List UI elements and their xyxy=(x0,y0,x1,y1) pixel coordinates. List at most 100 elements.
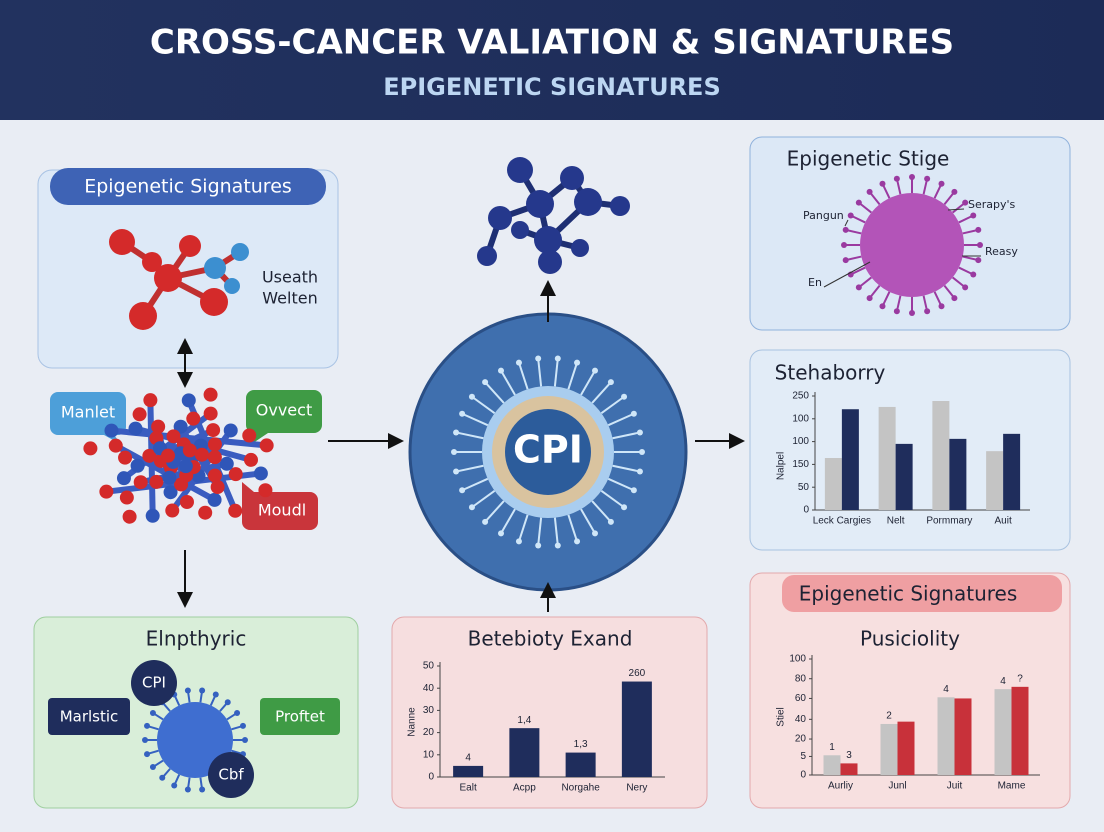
y-tick-label: 100 xyxy=(792,413,809,424)
bar xyxy=(932,401,950,510)
molecule-atom xyxy=(538,250,562,274)
page-title: CROSS-CANCER VALIATION & SIGNATURES xyxy=(150,23,954,63)
virus-tip xyxy=(149,764,156,771)
virus-tip xyxy=(144,751,151,758)
molecule-atom xyxy=(119,490,134,505)
virus-tip xyxy=(515,538,522,545)
molecule-atom xyxy=(129,302,157,330)
virus-tip xyxy=(592,530,598,537)
virus-tip xyxy=(970,212,977,219)
virus-spike xyxy=(461,477,489,492)
pill xyxy=(50,168,326,205)
virus-spike xyxy=(612,464,641,473)
leader-line xyxy=(823,261,871,288)
molecule-atom xyxy=(231,243,249,261)
molecule-atom xyxy=(207,468,222,483)
y-tick-label: 50 xyxy=(798,482,810,493)
panel-title: Epigenetic Stige xyxy=(787,147,950,171)
bubble-text: Moudl xyxy=(258,501,306,520)
y-tick-label: 0 xyxy=(800,770,806,781)
y-tick-label: 20 xyxy=(795,734,807,745)
virus-tip xyxy=(938,303,945,310)
molecule-atom xyxy=(181,393,196,408)
virus-spike xyxy=(471,489,496,509)
y-tick-label: 10 xyxy=(423,749,435,760)
molecule-atom xyxy=(204,257,226,279)
virus-tip xyxy=(574,359,581,366)
molecule-atom xyxy=(179,235,201,257)
bar xyxy=(1003,433,1021,510)
pill xyxy=(782,575,1062,612)
badge-text: CPI xyxy=(142,674,166,692)
y-tick-label: 80 xyxy=(795,673,807,684)
bar xyxy=(453,765,484,777)
virus-spike xyxy=(537,358,543,387)
virus-tip xyxy=(482,518,489,525)
virus-tip xyxy=(234,709,241,716)
molecule-atom xyxy=(130,458,145,473)
virus-spike xyxy=(591,381,612,404)
virus-tip xyxy=(592,367,598,374)
pill-text: Epigenetic Signatures xyxy=(84,176,292,198)
x-tick-label: Mame xyxy=(998,781,1026,792)
molecule-atom xyxy=(203,406,218,421)
molecule-atom xyxy=(526,190,554,218)
virus-tip xyxy=(630,410,637,417)
y-tick-label: 40 xyxy=(795,714,807,725)
virus-tip xyxy=(212,691,219,698)
x-tick-label: Junl xyxy=(888,781,906,792)
molecule-atom xyxy=(223,423,238,438)
molecule-atom xyxy=(118,450,133,465)
molecule-atom xyxy=(511,221,529,239)
y-tick-label: 20 xyxy=(423,727,435,738)
molecule-atom xyxy=(161,448,176,463)
molecule-atom xyxy=(104,423,119,438)
virus-spike xyxy=(600,489,625,509)
y-tick-label: 250 xyxy=(792,391,809,402)
leader-line xyxy=(947,208,965,211)
molecule-atom xyxy=(151,419,166,434)
panel-title: Elnpthyric xyxy=(146,627,247,651)
bubble-text: Manlet xyxy=(61,403,115,422)
virus-spike xyxy=(591,500,612,523)
panel xyxy=(749,572,1071,809)
virus-tip xyxy=(171,782,178,789)
y-tick-label: 5 xyxy=(800,751,806,762)
virus-tip xyxy=(977,242,983,248)
molecule-atom xyxy=(243,452,258,467)
y-tick-label: 0 xyxy=(803,505,809,516)
virus-spike xyxy=(612,431,641,440)
molecule-atom xyxy=(132,407,147,422)
y-axis-label: Stiel xyxy=(776,707,787,726)
virus-spike xyxy=(455,431,484,440)
x-tick-label: Auit xyxy=(995,516,1012,527)
annotation: 3 xyxy=(846,750,852,761)
molecule-atom xyxy=(108,438,123,453)
header-band xyxy=(0,0,1104,120)
chart-title: Stehaborry xyxy=(775,361,886,385)
callout: En xyxy=(808,276,822,289)
virus-tip xyxy=(621,393,628,400)
molecule-atom xyxy=(154,264,182,292)
virus-spike xyxy=(553,517,559,546)
annotation: 1,3 xyxy=(574,739,588,750)
molecule-atom xyxy=(116,471,131,486)
molecule-atom xyxy=(166,429,181,444)
x-tick-label: Leck Cargies xyxy=(813,516,871,527)
molecule-atom xyxy=(128,421,143,436)
y-tick-label: 100 xyxy=(792,436,809,447)
molecule-atom xyxy=(99,484,114,499)
bubble xyxy=(246,390,322,445)
molecule-atom xyxy=(198,505,213,520)
virus-spike xyxy=(484,381,505,404)
molecule-atom xyxy=(610,196,630,216)
virus-tip xyxy=(938,180,945,187)
callout: Reasy xyxy=(985,245,1018,258)
virus-tip xyxy=(159,774,166,781)
virus-tip xyxy=(970,271,977,278)
molecule-atom xyxy=(560,166,584,190)
bubble-text: Ovvect xyxy=(256,401,312,420)
molecule-atom xyxy=(149,474,164,489)
center-text: CPI xyxy=(513,428,583,472)
virus-tip xyxy=(554,355,561,362)
